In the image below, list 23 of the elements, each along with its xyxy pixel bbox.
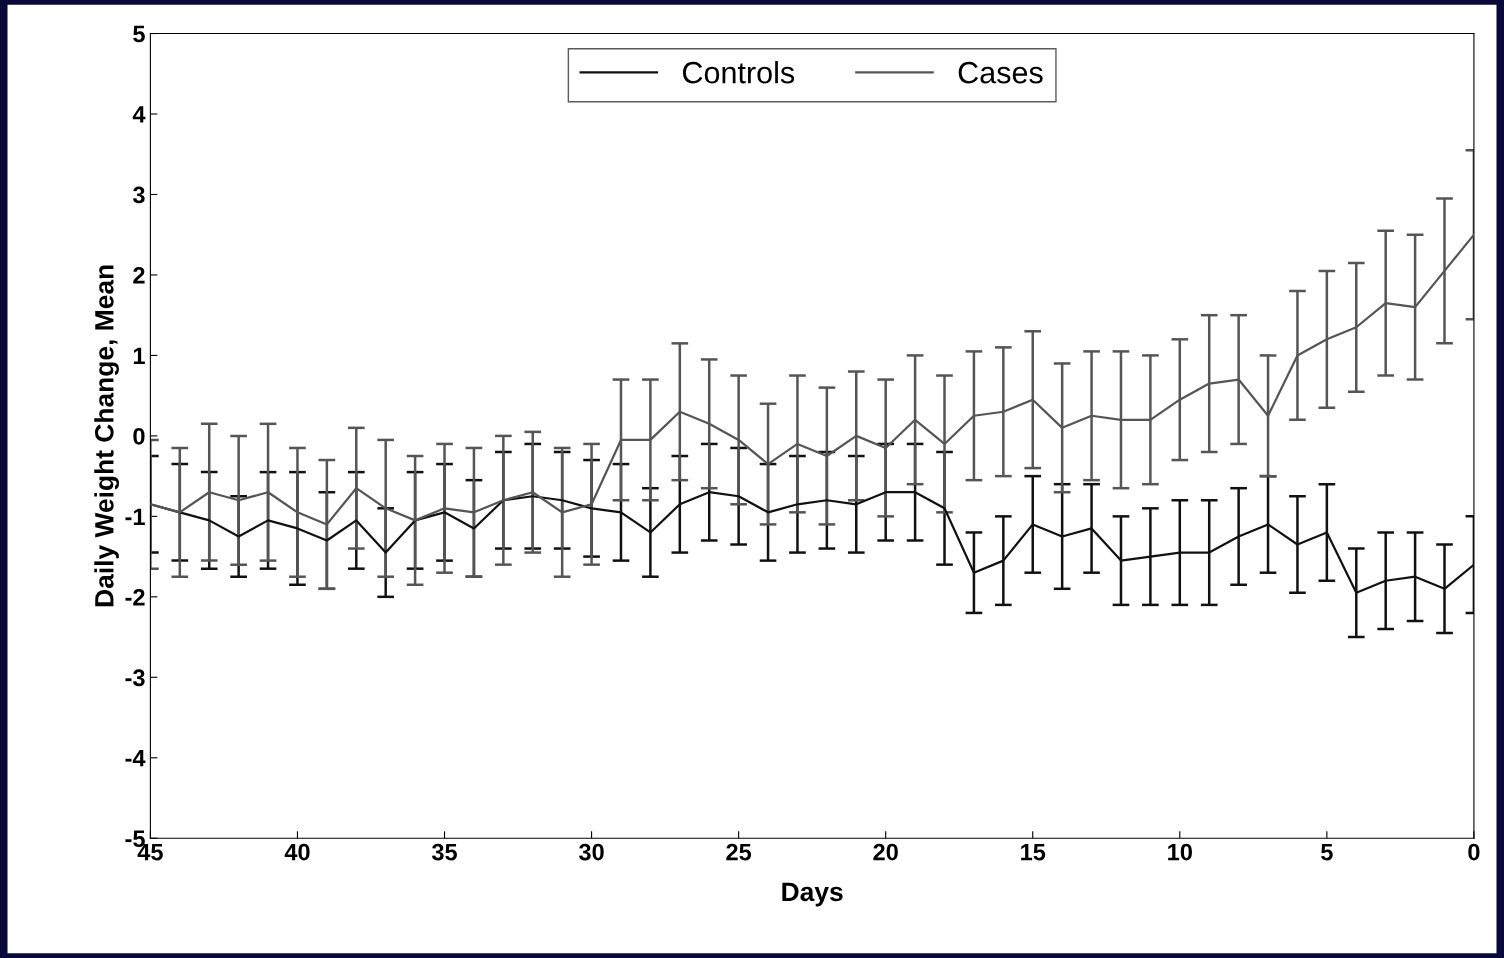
y-tick-label: 5	[133, 25, 145, 43]
y-tick-label: 0	[133, 427, 145, 445]
y-tick-label: -3	[125, 669, 145, 687]
y-tick-label: -2	[125, 588, 145, 606]
y-tick-label: 3	[132, 186, 145, 204]
legend-label: Cases	[958, 61, 1043, 84]
x-axis-title: Days	[782, 882, 843, 907]
x-tick-label: 10	[1168, 843, 1192, 861]
x-tick-label: 5	[1321, 843, 1333, 861]
x-tick-label: 30	[578, 843, 604, 861]
legend-label: Controls	[682, 61, 795, 84]
y-tick-label: -1	[125, 508, 145, 525]
y-tick-label: 4	[132, 106, 146, 123]
y-tick-label: 2	[133, 267, 145, 284]
x-tick-label: 0	[1468, 843, 1480, 861]
x-tick-label: 35	[431, 843, 457, 861]
x-tick-label: 25	[726, 843, 752, 861]
y-axis-title: Daily Weight Change, Mean	[94, 265, 119, 607]
x-tick-label: 20	[873, 843, 898, 861]
x-tick-label: 15	[1021, 843, 1046, 861]
y-tick-label: -4	[125, 750, 146, 767]
y-tick-label: 1	[133, 347, 145, 364]
x-tick-label: 40	[284, 843, 310, 861]
